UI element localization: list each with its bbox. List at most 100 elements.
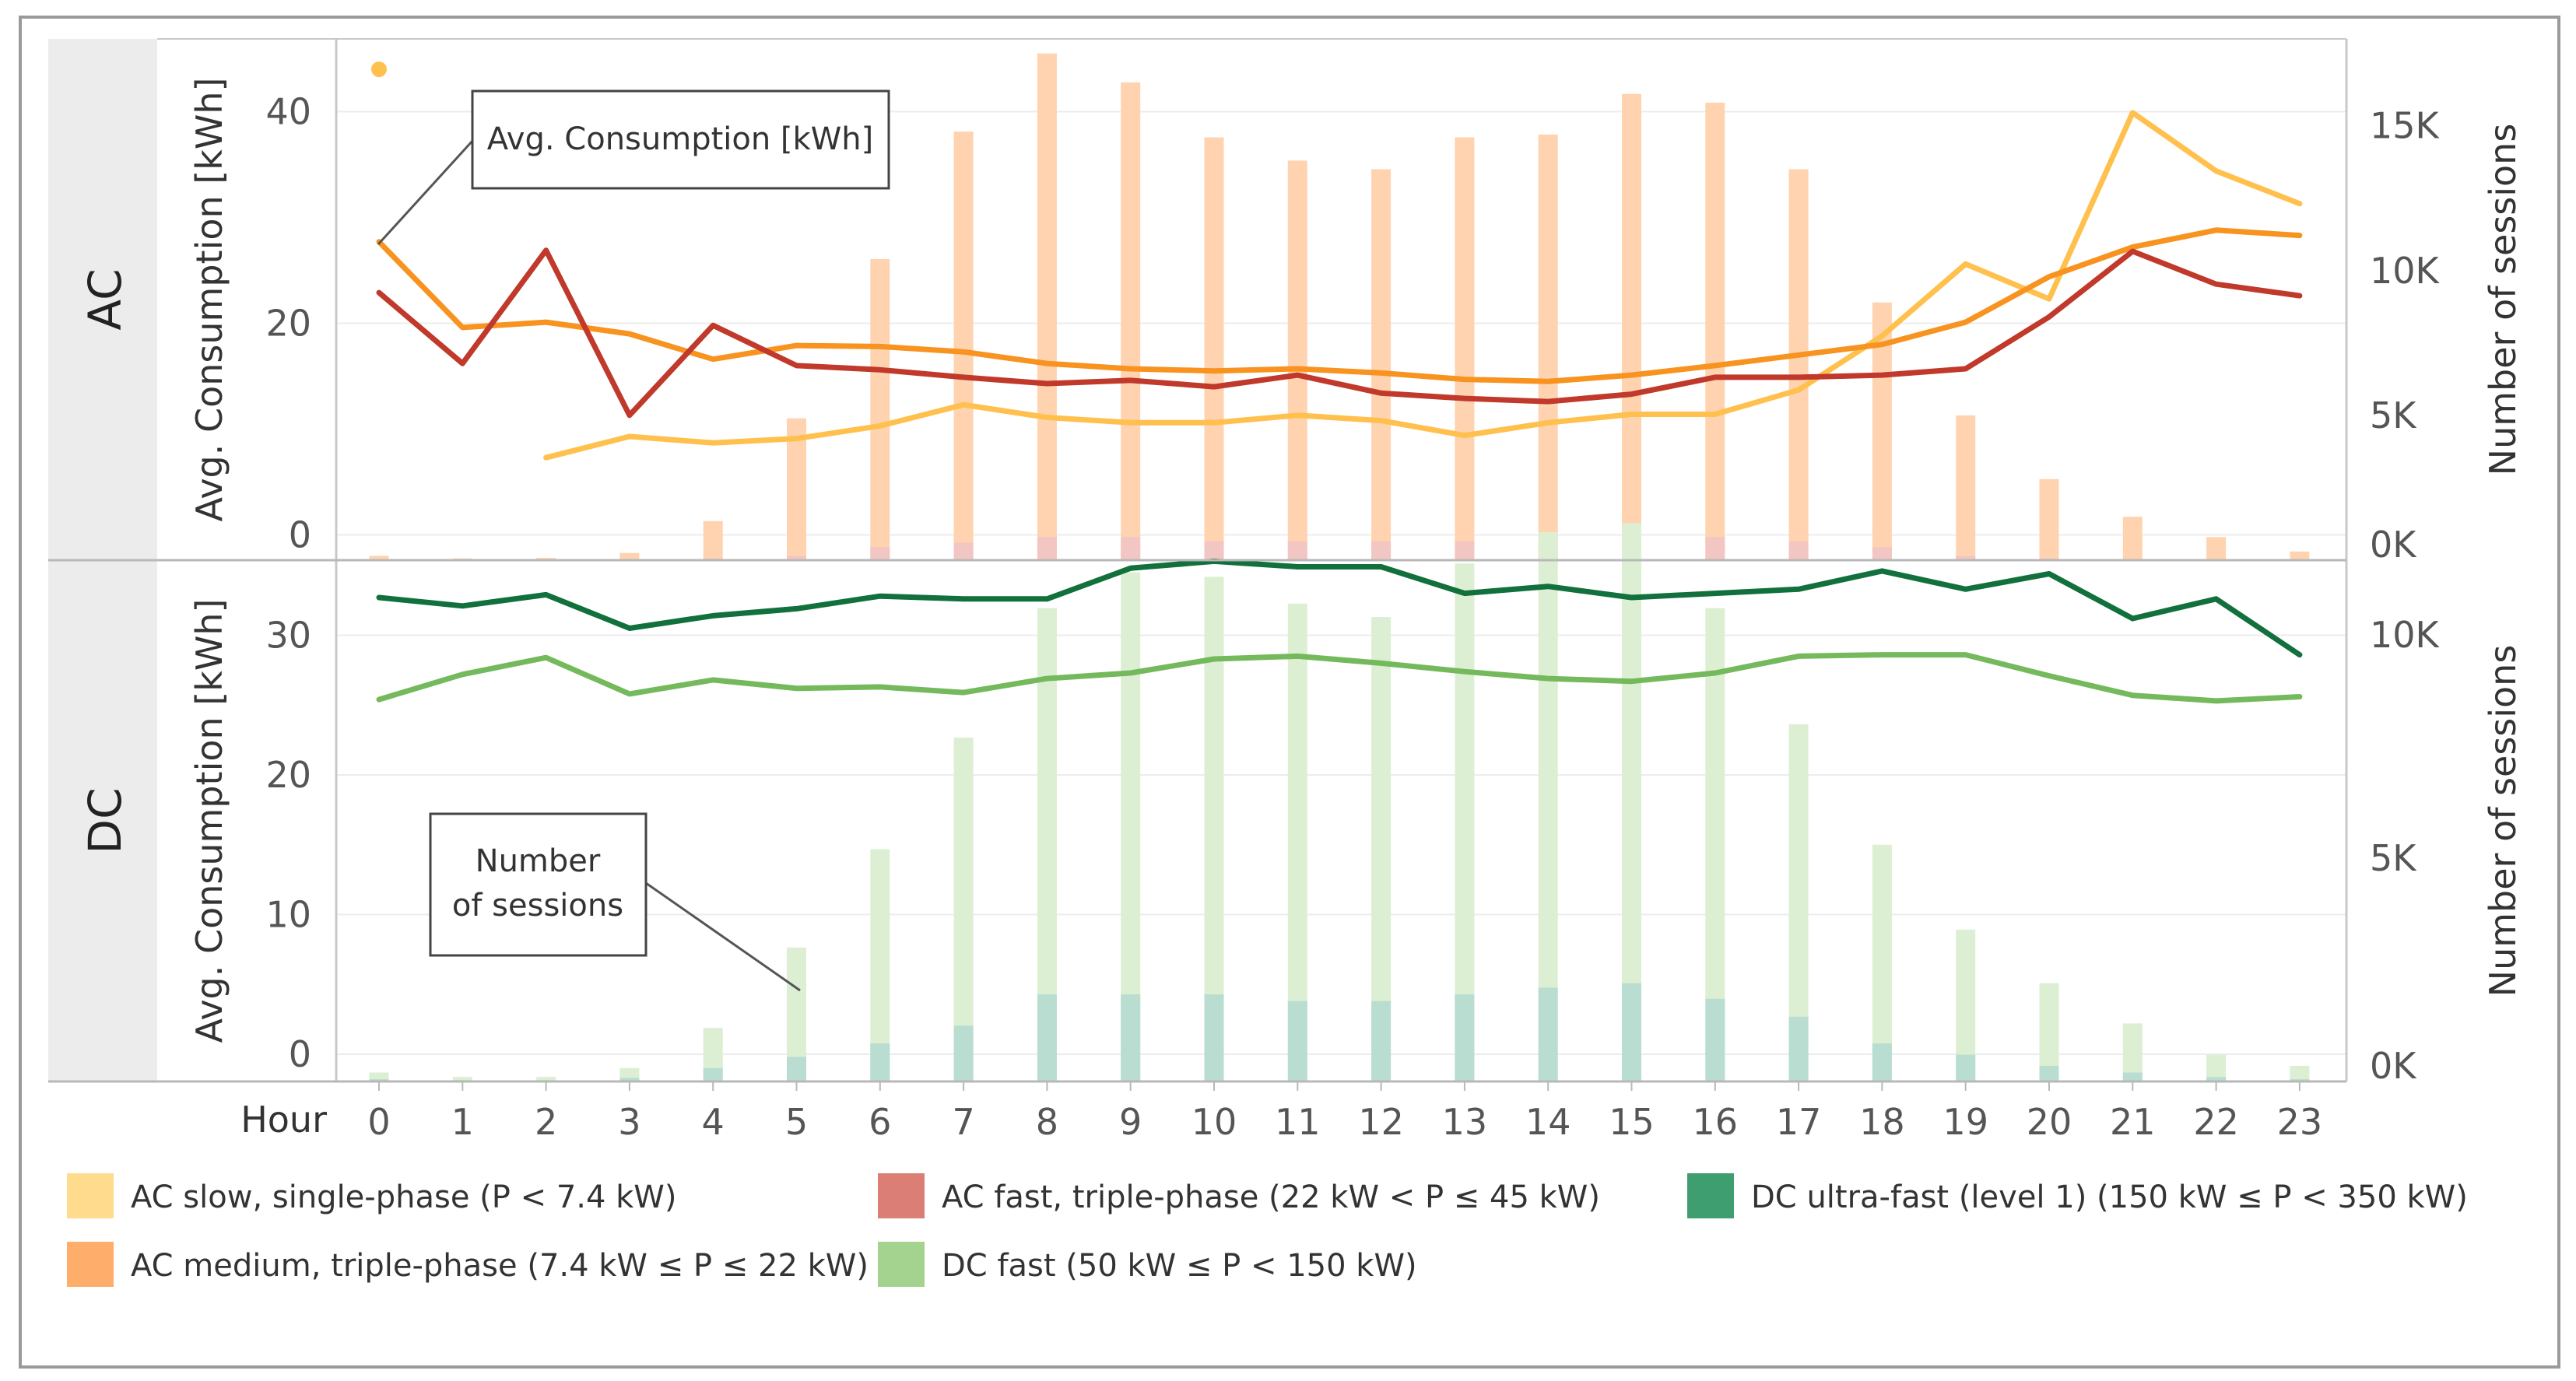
dc-bar-s1-h10 — [1204, 994, 1224, 1081]
dc-bar-s1-h21 — [2122, 1072, 2143, 1081]
legend-swatch-ac-fast — [878, 1173, 925, 1218]
ac-right-axis-title: Number of sessions — [2482, 124, 2524, 476]
dc-line-s0 — [376, 652, 2303, 704]
ac-bar-s0-h20 — [2039, 478, 2059, 560]
x-tick-label: 6 — [869, 1101, 891, 1143]
ac-bar-s0-h17 — [1788, 169, 1809, 560]
sessions-callout-line1: Number — [476, 843, 601, 879]
ac-bar-s0-h19 — [1956, 415, 1976, 560]
dc-bar-s1-h15 — [1622, 983, 1641, 1081]
dc-panel: 0 10 20 30 0K 5K 10K — [265, 523, 2441, 1087]
ac-bar-s0-h10 — [1204, 137, 1224, 560]
dc-bar-s0-h2 — [536, 1077, 556, 1081]
x-tick-label: 20 — [2027, 1101, 2072, 1143]
ac-right-tick-label: 0K — [2370, 524, 2417, 566]
x-tick-label: 18 — [1859, 1101, 1905, 1143]
legend-label-dc-ultra-fast: DC ultra-fast (level 1) (150 kW ≤ P < 35… — [1751, 1179, 2468, 1215]
dc-left-tick-label: 30 — [265, 615, 311, 657]
dc-bar-s0-h1 — [452, 1077, 472, 1081]
ac-bar-s0-h13 — [1455, 137, 1475, 560]
ac-point-0 — [371, 61, 387, 78]
legend-label-dc-fast: DC fast (50 kW ≤ P < 150 kW) — [942, 1248, 1417, 1284]
x-tick-label: 21 — [2110, 1101, 2156, 1143]
ac-bar-s1-h11 — [1287, 541, 1307, 560]
legend-label-ac-medium: AC medium, triple-phase (7.4 kW ≤ P ≤ 22… — [131, 1248, 869, 1284]
legend-swatch-dc-fast — [878, 1242, 925, 1287]
dc-left-tick-label: 10 — [265, 894, 311, 936]
x-tick-label: 4 — [702, 1101, 725, 1143]
dc-bar-s0-h6 — [870, 849, 890, 1081]
dc-bar-s1-h13 — [1455, 994, 1475, 1081]
ac-bar-s1-h8 — [1037, 537, 1057, 560]
x-tick-label: 1 — [451, 1101, 474, 1143]
x-tick-label: 15 — [1609, 1101, 1655, 1143]
ac-line-s0 — [543, 110, 2303, 461]
ac-bar-s1-h9 — [1121, 537, 1141, 560]
ac-bar-s0-h3 — [619, 552, 640, 560]
sessions-callout-line2: of sessions — [452, 888, 623, 924]
x-tick-label: 12 — [1358, 1101, 1404, 1143]
ac-left-tick-label: 40 — [265, 91, 311, 133]
ac-bar-s0-h14 — [1538, 134, 1558, 561]
dc-bar-s1-h3 — [619, 1078, 640, 1081]
ac-line-s1 — [376, 227, 2303, 384]
dc-right-tick-label: 5K — [2370, 837, 2417, 879]
ac-bar-s0-h22 — [2206, 537, 2227, 560]
ac-bar-s0-h11 — [1287, 160, 1307, 560]
avg-consumption-callout-text: Avg. Consumption [kWh] — [487, 121, 873, 157]
dc-bar-s1-h9 — [1121, 994, 1141, 1081]
dc-bar-s0-h0 — [369, 1072, 389, 1081]
ac-bar-s1-h6 — [870, 547, 890, 560]
ac-row-label: AC — [79, 268, 132, 330]
x-tick-label: 5 — [785, 1101, 808, 1143]
ac-bar-s1-h19 — [1956, 556, 1976, 560]
ac-bar-s1-h16 — [1705, 537, 1725, 560]
legend-swatch-ac-slow — [67, 1173, 114, 1218]
dc-bar-s1-h8 — [1037, 994, 1057, 1081]
ac-bar-s1-h13 — [1455, 541, 1475, 560]
ac-line-s2 — [376, 247, 2303, 419]
dc-bar-s1-h4 — [703, 1067, 723, 1081]
ac-left-tick-label: 0 — [289, 514, 311, 556]
dc-right-tick-label: 0K — [2370, 1045, 2417, 1087]
dc-row-header — [48, 560, 157, 1081]
x-axis-title: Hour — [240, 1099, 327, 1141]
dc-bar-s1-h16 — [1705, 998, 1725, 1081]
dc-bar-s1-h5 — [787, 1057, 806, 1081]
dc-bar-s1-h12 — [1371, 1001, 1392, 1081]
ac-bar-s1-h17 — [1788, 541, 1809, 560]
ac-row-header — [48, 39, 157, 560]
dc-bar-s1-h18 — [1872, 1043, 1892, 1081]
dc-line-s1 — [376, 558, 2303, 658]
ac-bar-s0-h7 — [953, 131, 974, 561]
x-tick-label: 2 — [535, 1101, 557, 1143]
legend-label-ac-slow: AC slow, single-phase (P < 7.4 kW) — [131, 1179, 676, 1215]
ac-bar-s0-h15 — [1622, 93, 1641, 561]
dc-bar-s0-h18 — [1872, 844, 1892, 1081]
sessions-callout-leader — [645, 882, 801, 992]
ac-bar-s0-h5 — [787, 418, 806, 560]
x-tick-label: 10 — [1191, 1101, 1237, 1143]
ac-bar-s0-h12 — [1371, 169, 1392, 560]
ac-bar-s1-h10 — [1204, 541, 1224, 560]
ac-bar-s0-h0 — [369, 556, 389, 560]
x-tick-label: 23 — [2277, 1101, 2323, 1143]
ac-bar-s1-h7 — [953, 542, 974, 560]
dc-bar-s0-h20 — [2039, 983, 2059, 1081]
dc-bar-s1-h22 — [2206, 1077, 2227, 1081]
x-tick-label: 11 — [1275, 1101, 1321, 1143]
ac-bar-s0-h16 — [1705, 102, 1725, 560]
x-tick-label: 7 — [952, 1101, 974, 1143]
dc-bar-s1-h19 — [1956, 1054, 1976, 1081]
ac-right-tick-label: 10K — [2370, 250, 2441, 292]
ac-bar-s0-h23 — [2290, 551, 2310, 560]
dc-bar-s1-h6 — [870, 1043, 890, 1081]
ac-bar-s0-h8 — [1037, 53, 1057, 560]
ac-left-axis-title: Avg. Consumption [kWh] — [188, 78, 230, 522]
ac-left-tick-label: 20 — [265, 303, 311, 345]
ac-right-tick-label: 15K — [2370, 105, 2441, 147]
ac-right-tick-label: 5K — [2370, 394, 2417, 436]
ac-bar-s1-h12 — [1371, 541, 1392, 560]
ac-bar-s0-h9 — [1121, 82, 1141, 561]
